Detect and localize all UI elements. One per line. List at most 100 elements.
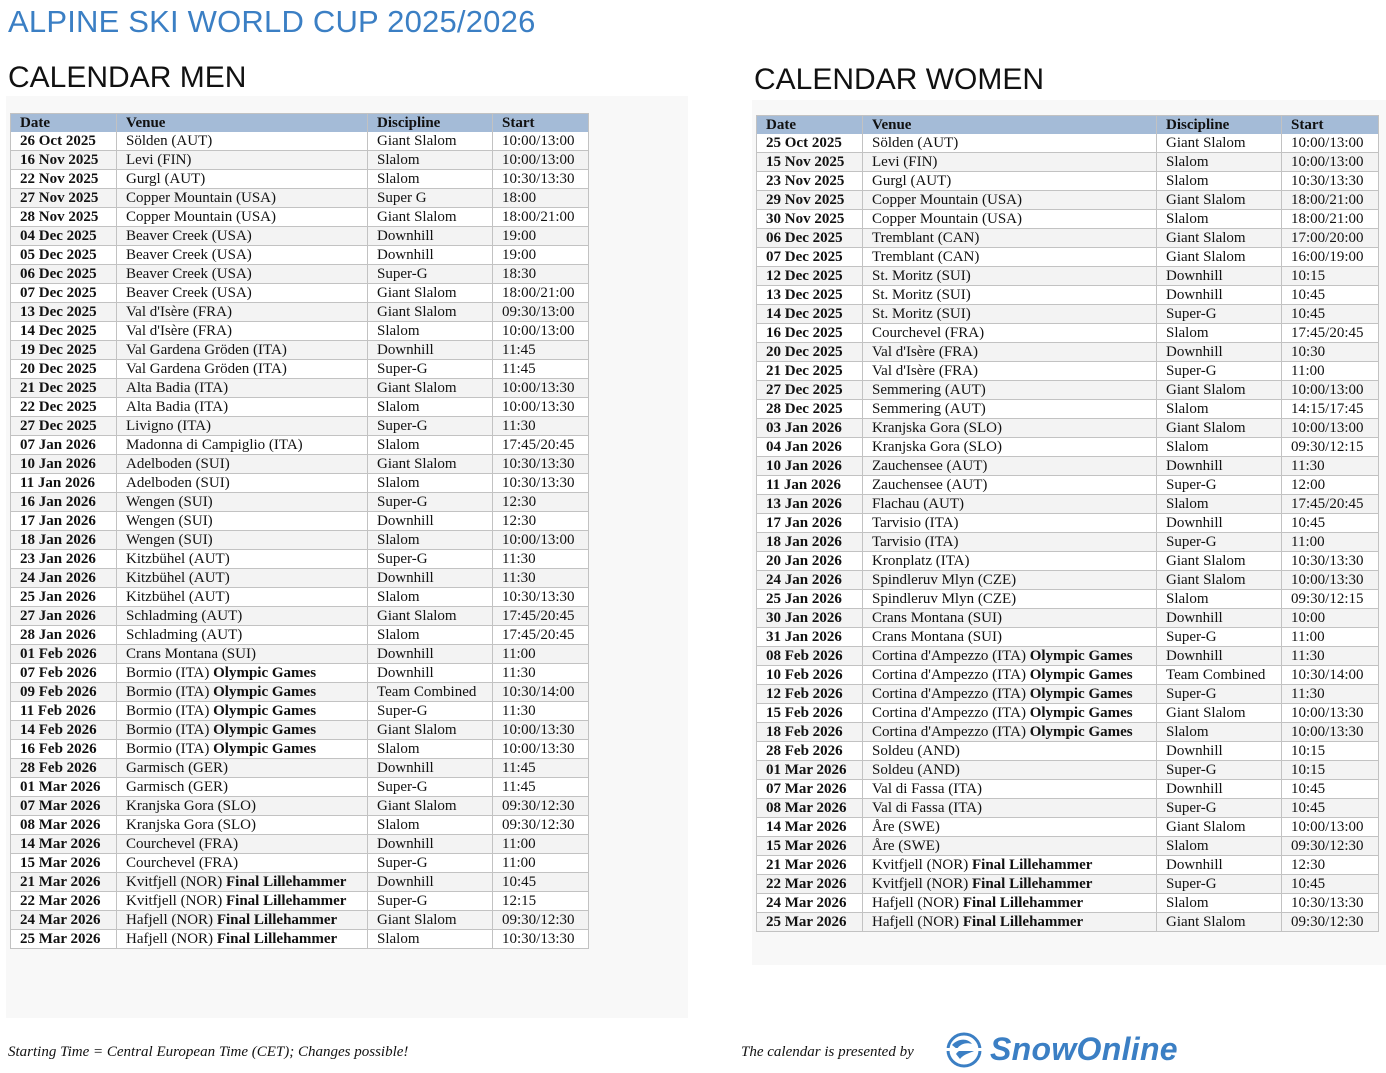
cell-start: 11:30 (492, 416, 589, 436)
cell-date: 07 Jan 2026 (10, 435, 117, 455)
cell-start: 10:15 (1281, 741, 1379, 761)
cell-venue: Hafjell (NOR) Final Lillehammer (116, 929, 368, 949)
venue-name: Garmisch (GER) (126, 778, 229, 795)
column-header-start: Start (492, 113, 589, 132)
cell-start: 10:45 (1281, 513, 1379, 533)
snowonline-logo-icon (946, 1032, 982, 1067)
venue-name: Beaver Creek (USA) (126, 284, 252, 301)
cell-start: 10:00/13:30 (492, 397, 589, 417)
cell-start: 10:30/13:30 (1281, 551, 1379, 571)
event-label: Olympic Games (1029, 704, 1133, 721)
cell-date: 24 Jan 2026 (10, 568, 117, 588)
table-row: 07 Mar 2026 Val di Fassa (ITA) Downhill 10:… (756, 779, 1379, 799)
cell-date: 11 Jan 2026 (10, 473, 117, 493)
venue-name: Wengen (SUI) (126, 512, 213, 529)
cell-venue: Hafjell (NOR) Final Lillehammer (862, 893, 1157, 913)
venue-name: Spindleruv Mlyn (CZE) (872, 590, 1017, 607)
cell-discipline: Giant Slalom (1156, 551, 1282, 571)
cell-discipline: Giant Slalom (1156, 228, 1282, 248)
cell-date: 25 Mar 2026 (756, 912, 863, 932)
venue-name: Courchevel (FRA) (126, 854, 239, 871)
table-row: 14 Dec 2025 St. Moritz (SUI) Super-G 10:45 (756, 304, 1379, 324)
cell-venue: Adelboden (SUI) (116, 454, 368, 474)
cell-discipline: Giant Slalom (367, 378, 493, 398)
table-row: 10 Jan 2026 Zauchensee (AUT) Downhill 11:30 (756, 456, 1379, 476)
table-row: 15 Feb 2026 Cortina d'Ampezzo (ITA) Olymp… (756, 703, 1379, 723)
cell-discipline: Giant Slalom (367, 283, 493, 303)
table-row: 22 Mar 2026 Kvitfjell (NOR) Final Lilleha… (756, 874, 1379, 894)
venue-name: Tarvisio (ITA) (872, 533, 959, 550)
venue-name: Copper Mountain (USA) (126, 208, 276, 225)
table-row: 21 Mar 2026 Kvitfjell (NOR) Final Lilleha… (10, 872, 589, 892)
venue-name: Bormio (ITA) (126, 721, 210, 738)
table-row: 30 Jan 2026 Crans Montana (SUI) Downhill 10… (756, 608, 1379, 628)
cell-venue: Beaver Creek (USA) (116, 283, 368, 303)
cell-discipline: Giant Slalom (367, 302, 493, 322)
cell-start: 10:45 (1281, 285, 1379, 305)
snowonline-logo[interactable]: SnowOnline (946, 1031, 1178, 1068)
cell-discipline: Giant Slalom (1156, 912, 1282, 932)
event-label: Olympic Games (213, 702, 317, 719)
cell-start: 09:30/12:30 (1281, 836, 1379, 856)
table-row: 13 Dec 2025 St. Moritz (SUI) Downhill 10:45 (756, 285, 1379, 305)
cell-start: 10:00/13:00 (1281, 418, 1379, 438)
venue-name: Hafjell (NOR) (126, 911, 214, 928)
cell-discipline: Downhill (1156, 266, 1282, 286)
venue-name: Alta Badia (ITA) (126, 398, 229, 415)
event-label: Final Lillehammer (225, 892, 347, 909)
cell-discipline: Downhill (367, 758, 493, 778)
venue-name: Beaver Creek (USA) (126, 265, 252, 282)
venue-name: Åre (SWE) (872, 837, 940, 854)
cell-date: 16 Nov 2025 (10, 150, 117, 170)
table-row: 08 Mar 2026 Kranjska Gora (SLO) Slalom 09:3… (10, 815, 589, 835)
cell-discipline: Giant Slalom (367, 132, 493, 151)
cell-date: 22 Mar 2026 (10, 891, 117, 911)
cell-start: 10:00/13:00 (492, 530, 589, 550)
event-label: Olympic Games (213, 740, 317, 757)
table-row: 04 Jan 2026 Kranjska Gora (SLO) Slalom 09:3… (756, 437, 1379, 457)
cell-discipline: Slalom (1156, 171, 1282, 191)
cell-date: 12 Feb 2026 (756, 684, 863, 704)
cell-start: 18:00/21:00 (492, 283, 589, 303)
table-row: 24 Mar 2026 Hafjell (NOR) Final Lillehamm… (10, 910, 589, 930)
venue-name: Livigno (ITA) (126, 417, 212, 434)
cell-discipline: Super G (367, 188, 493, 208)
cell-venue: Tarvisio (ITA) (862, 513, 1157, 533)
cell-discipline: Giant Slalom (367, 910, 493, 930)
cell-venue: Åre (SWE) (862, 817, 1157, 837)
cell-discipline: Slalom (1156, 893, 1282, 913)
cell-venue: Tarvisio (ITA) (862, 532, 1157, 552)
venue-name: Sölden (AUT) (126, 132, 213, 149)
cell-start: 10:00/13:30 (492, 720, 589, 740)
cell-venue: Kitzbühel (AUT) (116, 587, 368, 607)
cell-date: 25 Jan 2026 (10, 587, 117, 607)
cell-discipline: Downhill (367, 644, 493, 664)
cell-date: 15 Nov 2025 (756, 152, 863, 172)
cell-start: 10:45 (1281, 304, 1379, 324)
cell-start: 10:30 (1281, 342, 1379, 362)
venue-name: Val di Fassa (ITA) (872, 780, 983, 797)
cell-venue: Bormio (ITA) Olympic Games (116, 663, 368, 683)
table-row: 11 Jan 2026 Zauchensee (AUT) Super-G 12:00 (756, 475, 1379, 495)
cell-discipline: Slalom (1156, 494, 1282, 514)
cell-discipline: Super-G (367, 549, 493, 569)
table-row: 20 Dec 2025 Val d'Isère (FRA) Downhill 10:3… (756, 342, 1379, 362)
table-row: 22 Dec 2025 Alta Badia (ITA) Slalom 10:00/1… (10, 397, 589, 417)
cell-discipline: Super-G (1156, 304, 1282, 324)
venue-name: Val d'Isère (FRA) (872, 343, 979, 360)
women-table-body: 25 Oct 2025 Sölden (AUT) Giant Slalom 10:00… (756, 134, 1379, 932)
venue-name: Kvitfjell (NOR) (126, 892, 223, 909)
cell-venue: Val d'Isère (FRA) (116, 321, 368, 341)
venue-name: Kranjska Gora (SLO) (872, 419, 1002, 436)
cell-venue: Garmisch (GER) (116, 758, 368, 778)
cell-start: 09:30/13:00 (492, 302, 589, 322)
cell-start: 10:00/13:30 (1281, 722, 1379, 742)
venue-name: St. Moritz (SUI) (872, 305, 971, 322)
venue-name: Adelboden (SUI) (126, 455, 230, 472)
cell-start: 09:30/12:15 (1281, 589, 1379, 609)
cell-date: 24 Jan 2026 (756, 570, 863, 590)
table-row: 05 Dec 2025 Beaver Creek (USA) Downhill 19:… (10, 245, 589, 265)
cell-date: 10 Feb 2026 (756, 665, 863, 685)
cell-date: 25 Oct 2025 (756, 134, 863, 153)
table-row: 25 Jan 2026 Spindleruv Mlyn (CZE) Slalom 09… (756, 589, 1379, 609)
